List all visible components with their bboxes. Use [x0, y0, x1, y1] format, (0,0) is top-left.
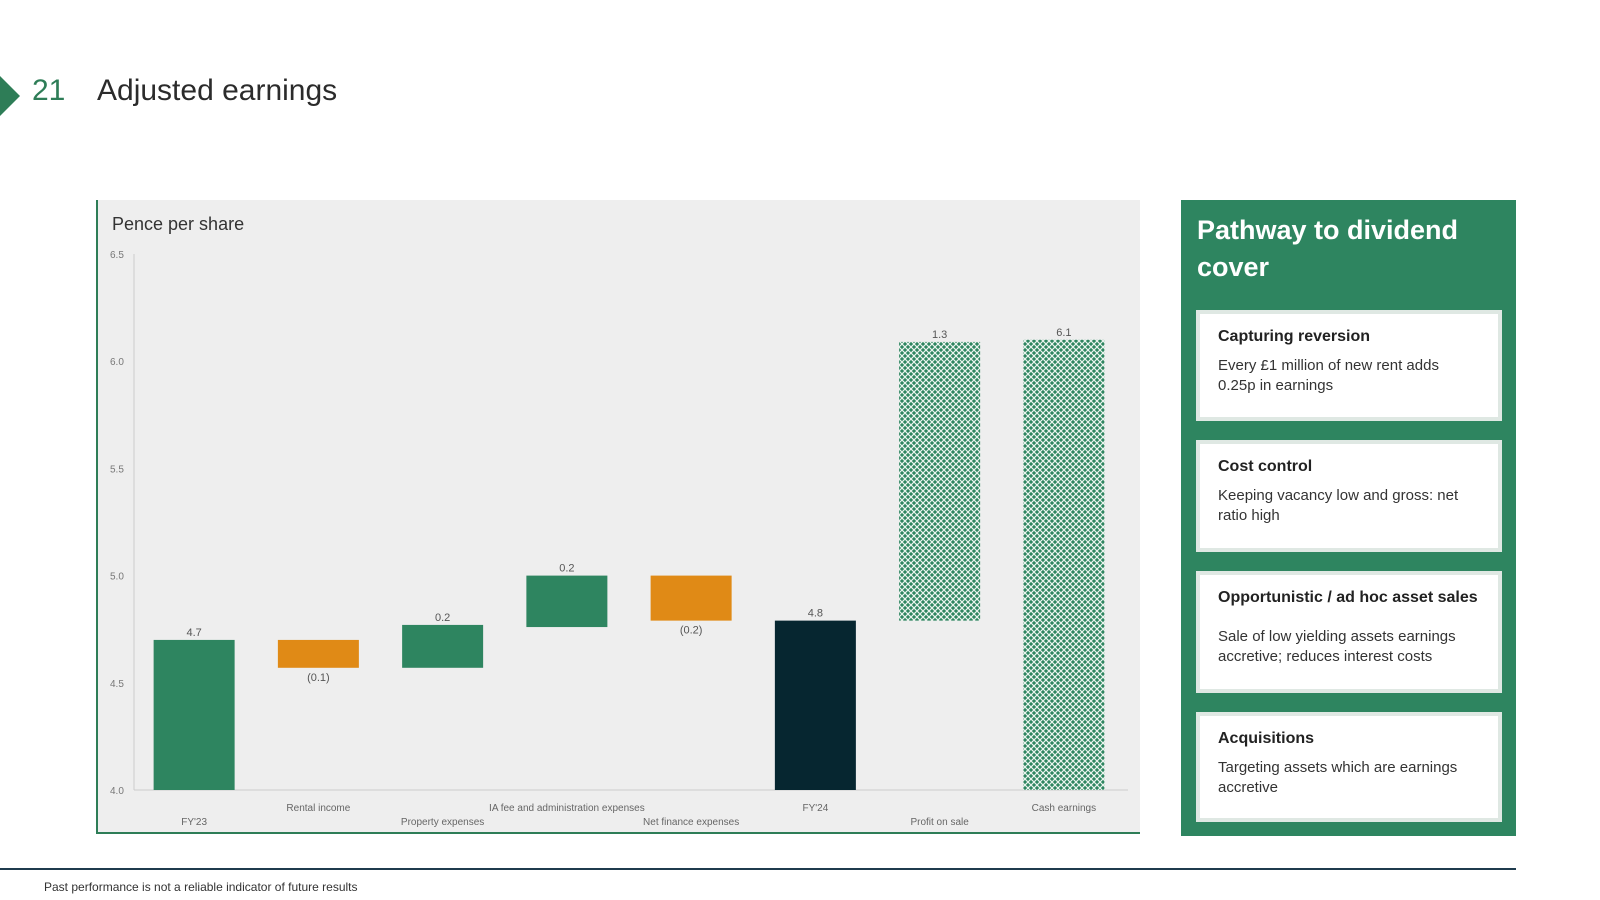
- slide-marker-arrow-icon: [0, 76, 20, 116]
- y-tick-label: 6.5: [110, 250, 124, 261]
- waterfall-bar: [153, 639, 235, 790]
- waterfall-bar: [1023, 339, 1105, 790]
- slide-number: 21: [32, 74, 66, 107]
- page-title: Adjusted earnings: [97, 74, 338, 107]
- card-cost-control: Cost control Keeping vacancy low and gro…: [1196, 440, 1502, 552]
- card-asset-sales: Opportunistic / ad hoc asset sales Sale …: [1196, 571, 1502, 693]
- x-category-label: Rental income: [286, 803, 350, 814]
- chart-panel: 4.0 4.5 5.0 5.5 6.0 6.5 4.7 FY'23 (0.1) Rental i…: [96, 200, 1140, 834]
- bar-value-label: 0.2: [435, 612, 450, 624]
- card-capturing-reversion: Capturing reversion Every £1 million of …: [1196, 310, 1502, 421]
- card-acquisitions: Acquisitions Targeting assets which are …: [1196, 712, 1502, 822]
- x-category-label: Profit on sale: [910, 817, 969, 828]
- footer-divider: [0, 868, 1516, 870]
- waterfall-bar: [402, 624, 484, 668]
- card-body: Sale of low yielding assets earnings acc…: [1218, 628, 1456, 665]
- y-tick-label: 4.0: [110, 786, 124, 797]
- chart-units-label: Pence per share: [112, 214, 245, 234]
- bar-value-label: 4.8: [808, 608, 823, 620]
- card-heading: Cost control: [1218, 458, 1313, 475]
- bar-value-label: 6.1: [1056, 327, 1071, 339]
- y-tick-label: 4.5: [110, 679, 124, 690]
- card-heading: Capturing reversion: [1218, 328, 1371, 345]
- pathway-title: Pathway to dividend cover: [1197, 215, 1459, 282]
- card-body: Targeting assets which are earnings accr…: [1218, 759, 1458, 796]
- x-category-label: Property expenses: [401, 817, 484, 828]
- x-category-label: Cash earnings: [1032, 803, 1096, 814]
- bar-value-label: 1.3: [932, 329, 947, 341]
- x-category-label: Net finance expenses: [643, 817, 739, 828]
- y-tick-label: 5.5: [110, 464, 124, 475]
- bar-value-label: (0.2): [680, 625, 703, 637]
- bar-value-label: 0.2: [559, 563, 574, 575]
- bar-value-label: (0.1): [307, 672, 330, 684]
- y-tick-label: 6.0: [110, 357, 124, 368]
- x-category-label: IA fee and administration expenses: [489, 803, 645, 814]
- waterfall-bar: [650, 575, 732, 621]
- card-heading: Acquisitions: [1218, 730, 1315, 747]
- waterfall-bar: [774, 620, 856, 790]
- x-category-label: FY'23: [181, 817, 207, 828]
- x-category-label: FY'24: [802, 803, 828, 814]
- card-heading: Opportunistic / ad hoc asset sales: [1218, 589, 1478, 606]
- card-body: Every £1 million of new rent adds 0.25p …: [1218, 357, 1439, 394]
- waterfall-bar: [526, 575, 608, 628]
- waterfall-bar: [899, 341, 981, 621]
- footer-disclaimer: Past performance is not a reliable indic…: [44, 880, 358, 894]
- waterfall-chart: 4.0 4.5 5.0 5.5 6.0 6.5 4.7 FY'23 (0.1) Rental i…: [110, 250, 1128, 828]
- card-body: Keeping vacancy low and gross: net ratio…: [1218, 487, 1459, 524]
- pathway-panel: Pathway to dividend cover Capturing reve…: [1181, 200, 1516, 836]
- y-tick-label: 5.0: [110, 572, 124, 583]
- bar-value-label: 4.7: [186, 627, 201, 639]
- waterfall-bar: [277, 639, 359, 668]
